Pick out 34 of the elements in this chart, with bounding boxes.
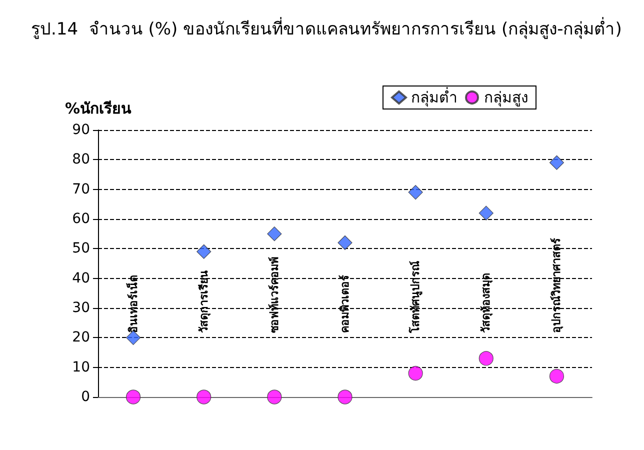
point [408, 366, 423, 381]
point [549, 368, 564, 384]
x-tick-label: วัสดุการเรียน [197, 270, 212, 333]
point [478, 206, 494, 220]
x-tick-label: ซอฟท์แวร์คอมพ์ [268, 257, 281, 333]
legend-label: กลุ่มต่ำ [411, 86, 457, 108]
point [408, 185, 423, 200]
y-tick-label: 0 [81, 389, 90, 405]
x-tick-label: อินเทอร์เน็ต [126, 275, 140, 333]
y-tick-label: 10 [72, 359, 90, 376]
point [196, 244, 212, 259]
legend-label: กลุ่มสูง [484, 88, 528, 108]
x-tick-label: อุปกรณ์วิทยาศาสตร์ [550, 238, 564, 333]
x-tick-label: โสตทัศนูปกรณ์ [408, 260, 424, 334]
point [267, 226, 282, 242]
point [126, 390, 141, 404]
y-tick-label: 70 [72, 181, 90, 198]
point [478, 351, 494, 366]
point [196, 390, 212, 404]
y-tick-label: 20 [72, 330, 90, 346]
y-tick-label: 60 [72, 211, 90, 227]
point [338, 390, 352, 404]
y-tick-label: 30 [72, 300, 90, 316]
point [549, 155, 564, 170]
point [267, 390, 282, 404]
y-tick-label: 90 [72, 122, 90, 138]
y-axis-title: %นักเรียน [64, 100, 132, 118]
y-tick-label: 40 [72, 270, 90, 286]
x-tick-label: วัสดุห้องสมุด [480, 273, 494, 333]
x-tick-label: คอมพิวเตอร์ [338, 275, 352, 333]
chart-title: รูป.14 จำนวน (%) ของนักเรียนที่ขาดแคลนทรัพยากรการเรียน (กลุ่มสูง-กลุ่มต่ำ) [31, 16, 622, 40]
y-tick-label: 80 [72, 152, 90, 168]
point [338, 235, 352, 250]
y-tick-label: 50 [72, 240, 90, 257]
